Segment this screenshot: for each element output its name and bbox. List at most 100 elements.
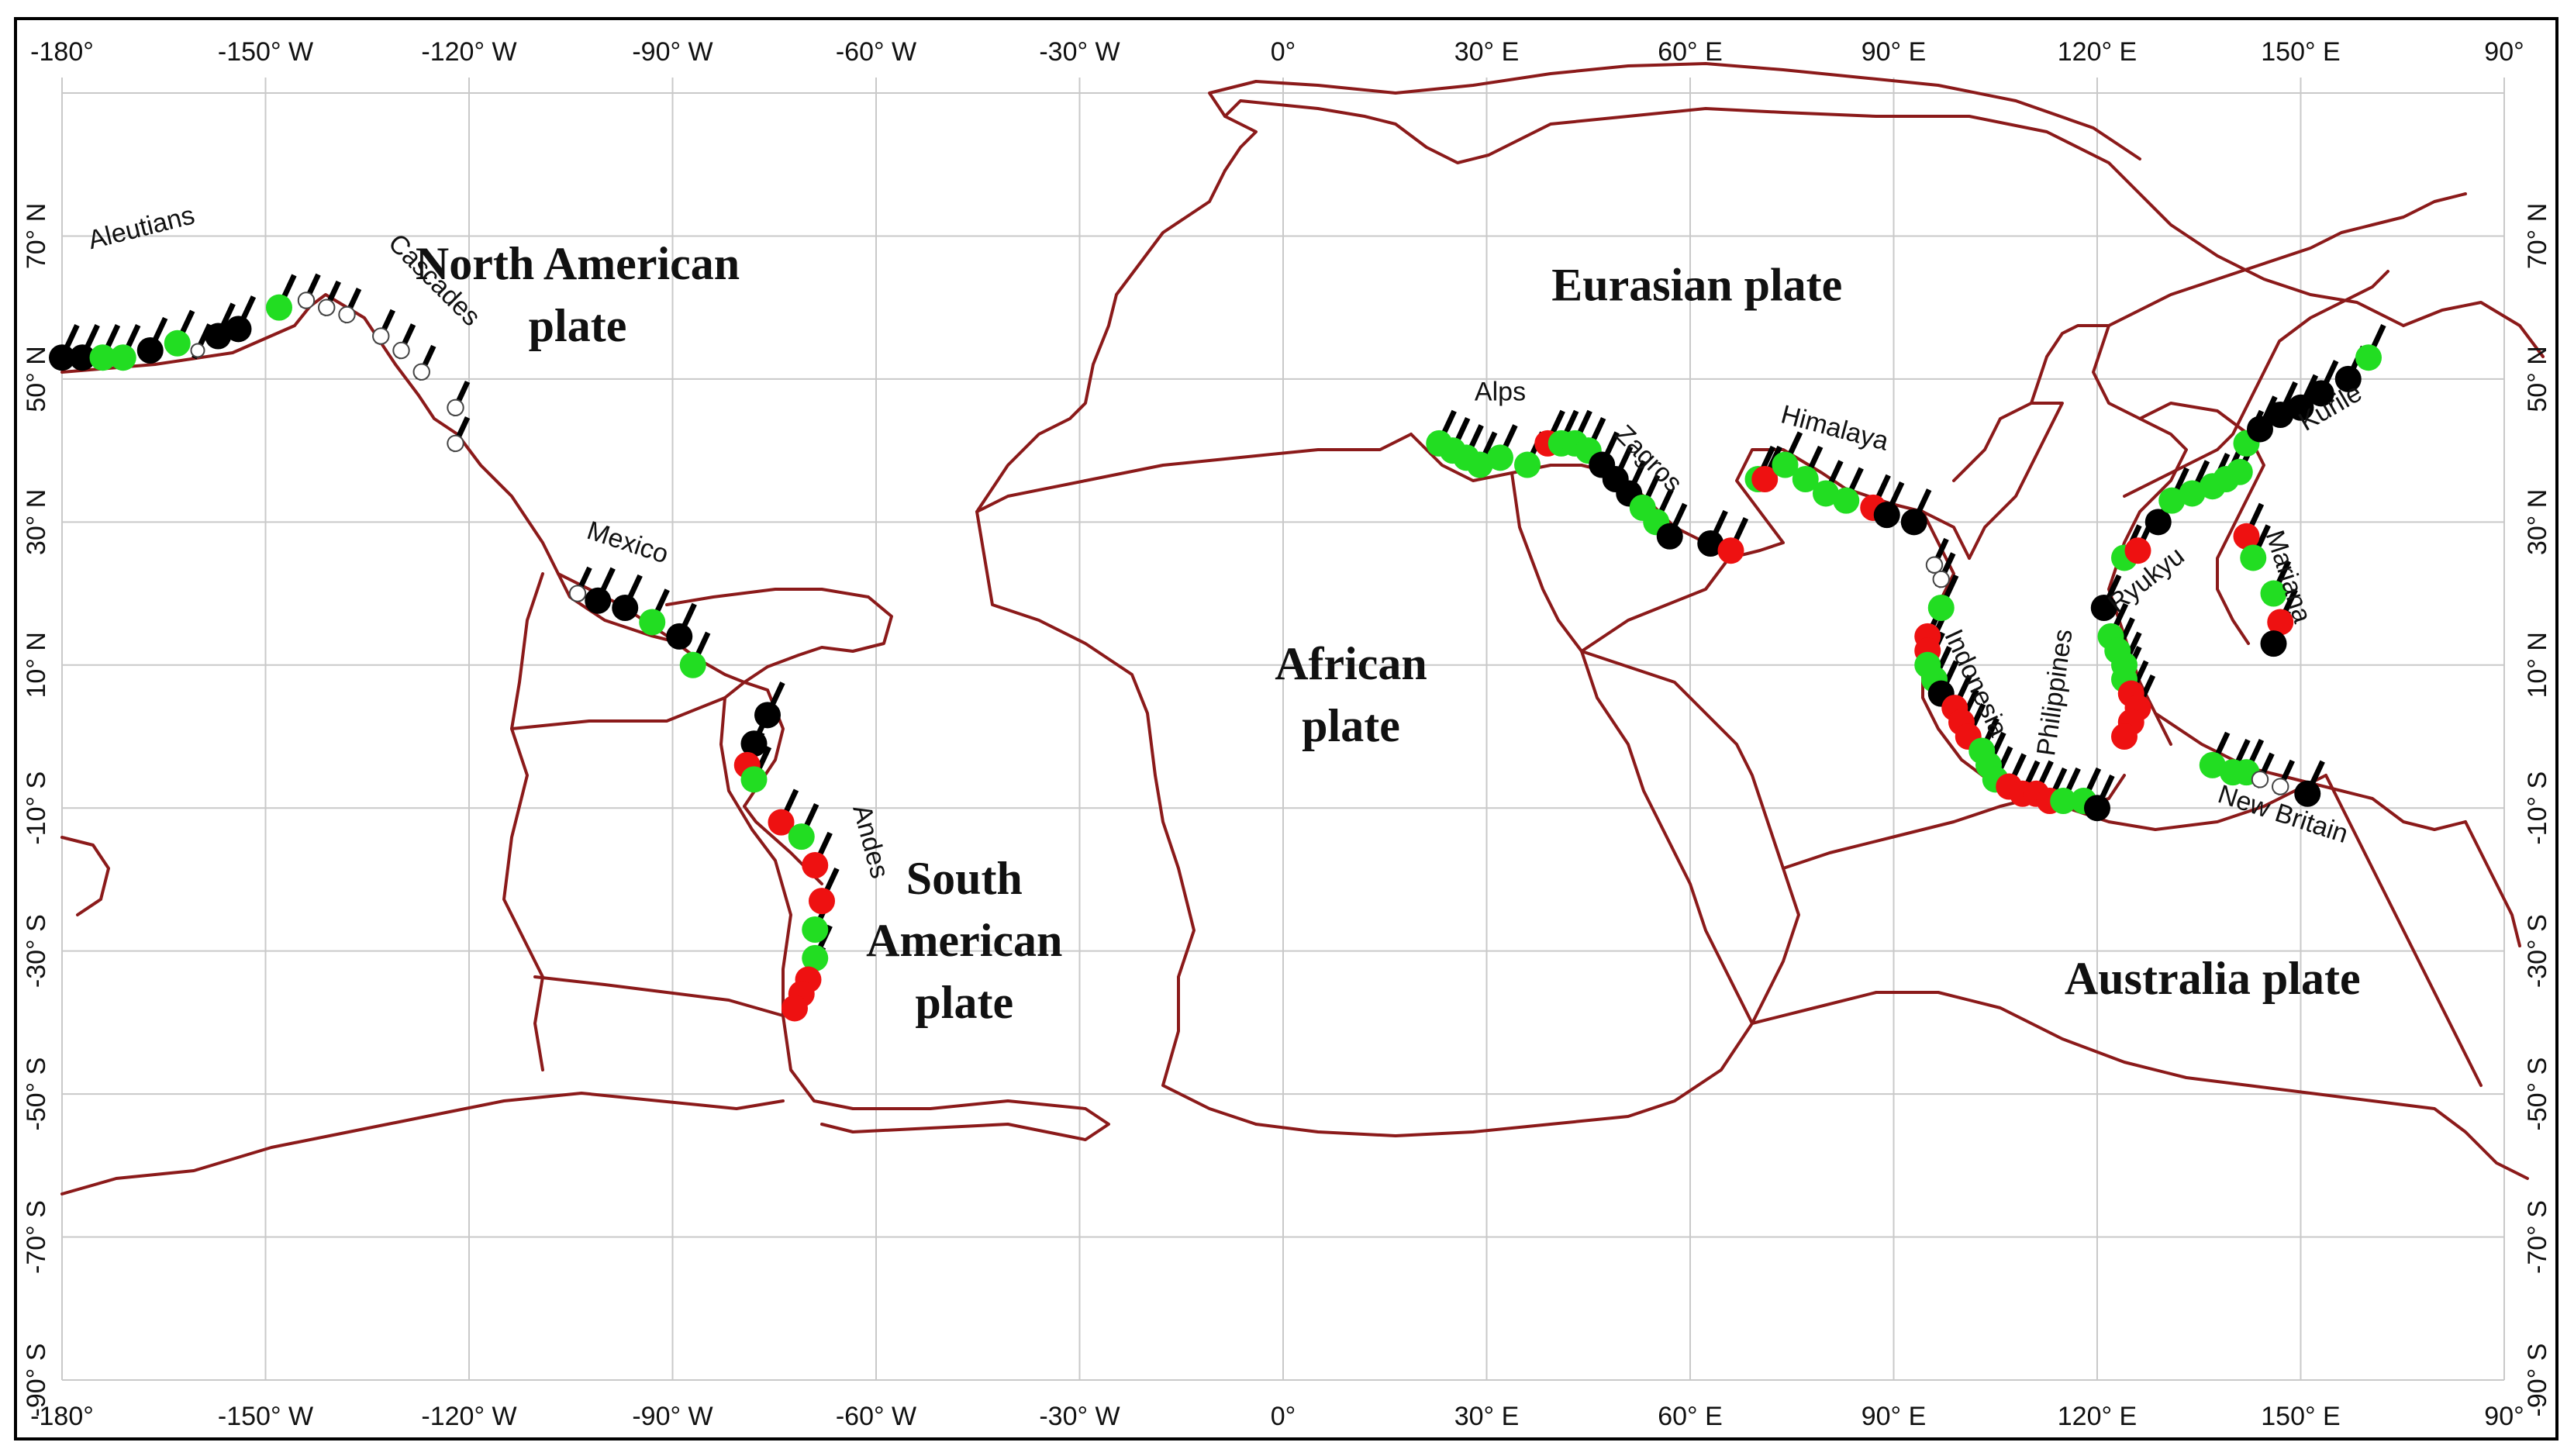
region-label: Philippines [2031, 627, 2079, 757]
lon-tick-label-bottom: 90° [2484, 1402, 2524, 1431]
plate-label: Australia plate [2065, 953, 2361, 1004]
volcano-marker-white [2251, 771, 2269, 788]
plate-label-line: South [906, 853, 1023, 904]
boundary-pacific-west-fragment [60, 836, 110, 916]
graticule-grid [61, 78, 2505, 1381]
volcano-marker-black [225, 316, 252, 343]
boundary-nazca-chile [533, 975, 785, 1017]
plate-label-line: American [866, 915, 1062, 966]
volcano-marker-green [802, 944, 829, 971]
volcano-marker-black [2307, 380, 2334, 407]
boundary-southwest-indian-ridge [1751, 991, 2529, 1180]
boundary-east-pacific-rise [502, 572, 544, 1071]
lon-tick-label-top: 90° E [1861, 37, 1927, 67]
volcano-marker-green [1772, 451, 1799, 478]
volcano-marker-red [802, 852, 829, 878]
volcano-marker-green [2158, 487, 2186, 514]
lat-tick-label-right: -10° S [2523, 771, 2552, 845]
volcano-marker-black [49, 344, 75, 371]
lat-tick-label-right: 70° N [2523, 203, 2552, 269]
volcano-marker-green [802, 916, 829, 943]
volcano-marker-white [447, 399, 464, 416]
volcano-marker-white [412, 363, 430, 381]
volcano-marker-green [2050, 788, 2077, 814]
lat-tick-label-right: -90° S [2523, 1344, 2552, 1417]
volcano-marker-red [809, 888, 835, 915]
volcano-marker-white [1925, 556, 1944, 574]
boundary-tonga [2464, 820, 2521, 947]
volcano-marker-black [2267, 402, 2294, 428]
plate-label-line: African [1275, 638, 1427, 689]
volcano-marker-white [447, 434, 464, 453]
lat-tick-label-left: 30° N [22, 489, 51, 555]
plate-label-line: Eurasian plate [1551, 259, 1842, 310]
volcano-marker-black [585, 587, 612, 614]
lon-tick-label-top: 60° E [1658, 37, 1723, 67]
region-label: Mariana [2260, 526, 2317, 626]
lat-tick-label-left: -10° S [22, 771, 51, 845]
volcano-marker-green [2199, 751, 2226, 778]
lon-tick-label-bottom: 30° E [1454, 1402, 1520, 1431]
volcano-marker-white [338, 305, 356, 324]
lon-tick-label-bottom: 60° E [1658, 1402, 1723, 1431]
boundary-pacific-south [2324, 774, 2483, 1087]
volcano-marker-black [205, 323, 232, 350]
lat-tick-label-right: 50° N [2523, 346, 2552, 412]
volcano-marker-red [2233, 523, 2260, 550]
volcano-marker-green [266, 294, 292, 321]
volcano-marker-green [1792, 466, 1819, 492]
volcano-marker-white [372, 327, 390, 345]
volcano-marker-black [2084, 795, 2110, 822]
volcano-marker-red [2111, 723, 2138, 750]
axis-tick-labels: -180° -180° -150° W -150° W -120° W -120° W -9… [22, 37, 2552, 1431]
lon-tick-label-top: -150° W [218, 37, 313, 67]
boundary-arctic-north [1208, 62, 2141, 160]
volcano-marker-white [297, 292, 316, 309]
lon-tick-label-bottom: -90° W [632, 1402, 713, 1431]
volcano-marker-black [2247, 416, 2273, 443]
lon-tick-label-bottom: -120° W [421, 1402, 516, 1431]
plate-label-line: North American [416, 238, 740, 289]
lat-tick-label-left: 50° N [22, 346, 51, 412]
subduction-hatches [54, 273, 2386, 1020]
lon-tick-label-top: -30° W [1039, 37, 1120, 67]
volcano-marker-black [1900, 509, 1927, 536]
lon-tick-label-bottom: 0° [1271, 1402, 1296, 1431]
volcano-marker-black [754, 702, 781, 729]
lat-tick-label-right: -70° S [2523, 1200, 2552, 1274]
lon-tick-label-bottom: 120° E [2058, 1402, 2137, 1431]
volcano-marker-green [1927, 595, 1955, 621]
lat-tick-label-right: -50° S [2523, 1057, 2552, 1131]
volcano-marker-green [2179, 480, 2206, 507]
volcano-marker-green [1487, 444, 1513, 471]
volcano-marker-green [788, 823, 815, 850]
volcano-marker-green [1813, 480, 1839, 507]
volcano-marker-black [1656, 523, 1683, 550]
volcano-marker-green [2260, 580, 2287, 607]
plate-label-line: plate [1302, 700, 1400, 751]
volcano-marker-green [639, 609, 666, 636]
boundary-east-african-rift [1580, 650, 1754, 1025]
lat-tick-label-right: -30° S [2523, 914, 2552, 988]
plate-label-line: Australia plate [2065, 953, 2361, 1004]
lat-tick-label-left: 10° N [22, 632, 51, 698]
volcano-marker-white [318, 298, 336, 316]
volcano-marker-black [2144, 509, 2172, 536]
lon-tick-label-top: 90° [2484, 37, 2524, 67]
volcano-marker-green [1833, 487, 1860, 514]
volcano-marker-green [164, 329, 191, 357]
lon-tick-label-bottom: -30° W [1039, 1402, 1120, 1431]
volcano-marker-white [1932, 570, 1950, 588]
volcano-marker-black [69, 344, 96, 371]
boundary-japan-trench [2123, 270, 2389, 498]
volcano-marker-red [1751, 466, 1779, 492]
boundary-arctic [1223, 99, 2405, 327]
volcano-marker-black [2287, 394, 2314, 421]
volcano-marker-red [768, 809, 795, 836]
volcano-marker-black [666, 623, 693, 650]
lat-tick-label-left: -50° S [22, 1057, 51, 1131]
volcano-marker-black [136, 337, 164, 364]
lon-tick-label-bottom: -180° [30, 1402, 94, 1431]
